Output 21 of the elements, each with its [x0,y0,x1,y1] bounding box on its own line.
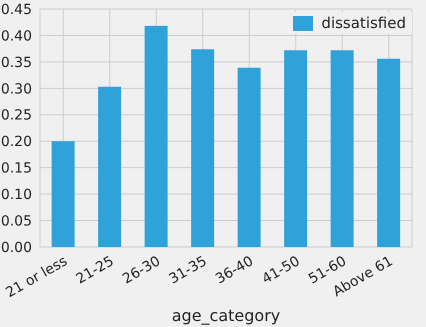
y-tick-label: 0.45 [0,2,32,18]
y-tick-label: 0.35 [0,54,32,71]
y-tick-label: 0.00 [0,240,32,256]
y-tick-label: 0.20 [0,134,32,150]
y-tick-label: 0.05 [0,214,32,230]
y-tick-label: 0.15 [0,160,32,177]
y-tick-label: 0.30 [0,81,32,98]
x-tick-label: 21 or less [3,253,70,302]
bar [98,86,122,247]
y-tick-label: 0.25 [0,108,32,124]
bar [330,50,354,247]
bar [52,141,75,247]
bar [191,49,214,247]
y-tick-label: 0.10 [0,187,32,204]
legend-label: dissatisfied [321,14,406,32]
x-axis-title: age_category [172,306,280,325]
y-tick-label: 0.40 [0,28,32,44]
bar [144,26,168,247]
bar [238,68,261,247]
bar [377,58,400,247]
bar [284,50,308,247]
